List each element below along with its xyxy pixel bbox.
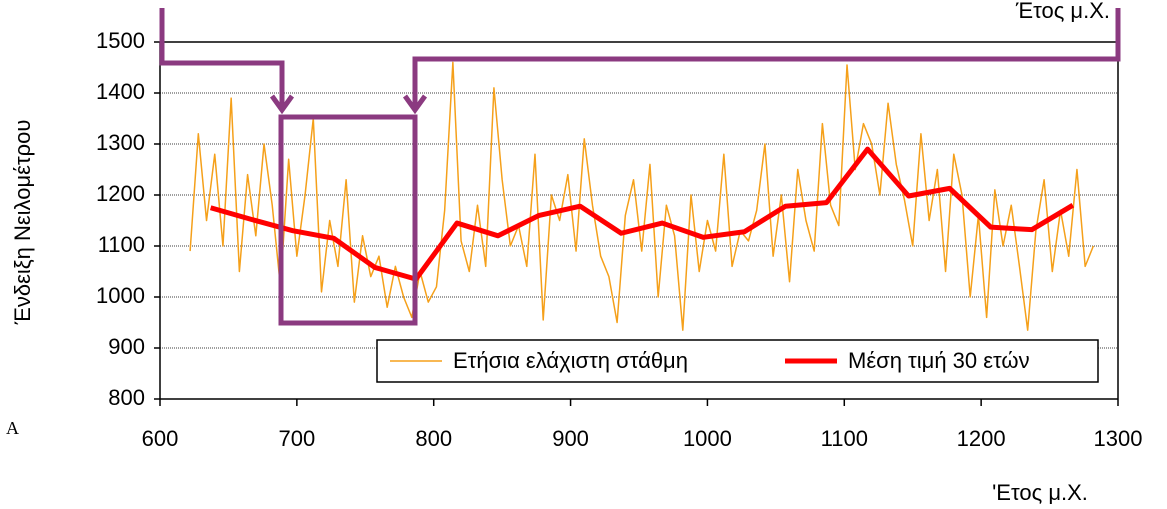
y-tick-label: 1200 <box>96 181 145 206</box>
x-tick-label: 1300 <box>1094 426 1143 451</box>
y-tick-label: 800 <box>108 385 145 410</box>
x-tick-label: 1100 <box>821 426 868 451</box>
y-tick-label: 1400 <box>96 79 145 104</box>
legend-box <box>376 339 1099 383</box>
annotation-shapes <box>159 8 1121 326</box>
y-tick-label: 900 <box>108 334 145 359</box>
legend-label: Ετήσια ελάχιστη στάθμη <box>453 348 688 373</box>
annotation-arrow <box>412 8 1121 108</box>
grid: 800 900 1000 1100 1200 1300 1400 1500 600 700 800 9… <box>96 28 1142 451</box>
annotation: A <box>6 418 19 438</box>
x-tick-label: 800 <box>415 426 452 451</box>
x-tick-label: 1000 <box>683 426 732 451</box>
legend: Ετήσια ελάχιστη στάθμη Μέση τιμή 30 ετών <box>376 339 1099 383</box>
y-tick-label: 1500 <box>96 28 145 53</box>
y-tick-label: 1300 <box>96 130 145 155</box>
x-tick-label: 700 <box>278 426 315 451</box>
data-line <box>209 146 1075 282</box>
annotation-box <box>278 114 418 326</box>
data-line <box>189 61 1095 331</box>
x-tick-label: 600 <box>142 426 179 451</box>
x-tick-label: 1200 <box>957 426 1006 451</box>
x-axis-label: 'Ετος μ.Χ. <box>992 480 1088 505</box>
y-tick-label: 1000 <box>96 283 145 308</box>
arrow-head <box>269 94 295 115</box>
x-tick-label: 900 <box>552 426 589 451</box>
legend-label: Μέση τιμή 30 ετών <box>848 348 1030 373</box>
annotation-arrow <box>159 8 285 108</box>
y-axis-label: Ένδειξη Νειλομέτρου <box>10 120 35 326</box>
arrow-head <box>402 94 428 115</box>
y-tick-label: 1100 <box>98 232 145 257</box>
plot-area <box>189 61 1095 331</box>
annotation: Έτος μ.Χ. <box>1015 0 1110 23</box>
